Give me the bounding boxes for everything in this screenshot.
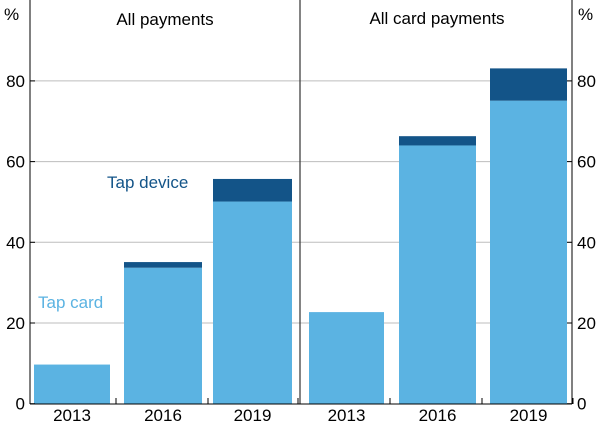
y-tick-label-left: 40 [6, 233, 25, 252]
bar-tap-device [490, 68, 567, 101]
x-tick-label: 2016 [419, 406, 457, 425]
x-tick-label: 2016 [144, 406, 182, 425]
bar-tap-card [34, 364, 110, 404]
y-unit-left: % [4, 5, 19, 24]
y-tick-label-left: 0 [16, 395, 25, 414]
y-tick-label-right: 40 [577, 233, 596, 252]
x-tick-label: 2013 [53, 406, 91, 425]
y-tick-label-right: 60 [577, 153, 596, 172]
bar-tap-card [399, 145, 476, 404]
panel-title-right: All card payments [369, 9, 504, 28]
bar-tap-card [213, 201, 292, 404]
legend-tap-device: Tap device [107, 173, 188, 192]
gridlines [30, 80, 572, 324]
legend-tap-card: Tap card [38, 293, 103, 312]
y-tick-label-left: 80 [6, 72, 25, 91]
x-tick-label: 2019 [510, 406, 548, 425]
bars [34, 68, 567, 404]
bar-tap-card [124, 267, 202, 404]
ticks: 0 0 20 20 40 40 60 60 80 80 2013 2016 2019 2013 2016 20… [6, 72, 596, 425]
y-tick-label-left: 20 [6, 314, 25, 333]
bar-tap-device [399, 136, 476, 146]
bar-tap-device [124, 262, 202, 268]
bar-tap-card [309, 312, 384, 404]
bar-tap-device [213, 178, 292, 202]
x-tick-label: 2013 [328, 406, 366, 425]
x-tick-label: 2019 [234, 406, 272, 425]
y-tick-label-right: 0 [577, 395, 586, 414]
panel-title-left: All payments [116, 10, 213, 29]
y-tick-label-right: 20 [577, 314, 596, 333]
bar-tap-card [490, 100, 567, 404]
y-tick-label-left: 60 [6, 153, 25, 172]
y-tick-label-right: 80 [577, 72, 596, 91]
y-unit-right: % [578, 5, 593, 24]
